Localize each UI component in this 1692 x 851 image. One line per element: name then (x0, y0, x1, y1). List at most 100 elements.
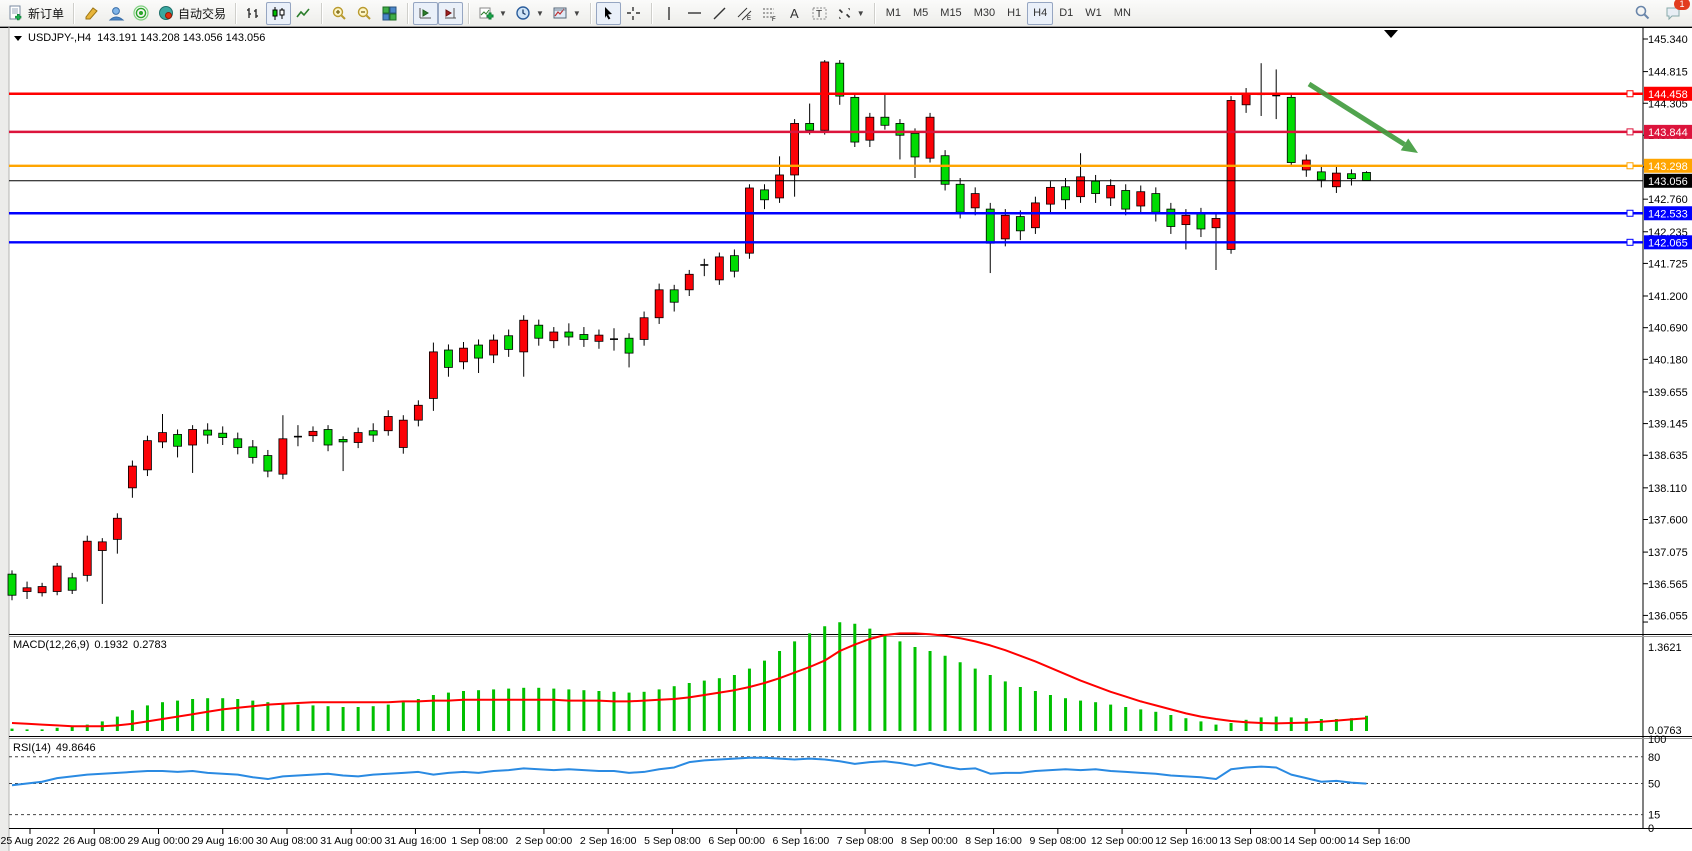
search-button[interactable] (1630, 1, 1655, 24)
chevron-down-icon[interactable] (14, 35, 22, 41)
svg-text:29 Aug 00:00: 29 Aug 00:00 (128, 835, 190, 847)
candle (880, 94, 890, 130)
svg-text:0: 0 (1648, 823, 1654, 835)
candle (323, 425, 333, 452)
svg-text:2 Sep 16:00: 2 Sep 16:00 (580, 835, 637, 847)
timeframe-h1-button[interactable]: H1 (1001, 2, 1027, 25)
zoom-out-button[interactable] (352, 2, 377, 25)
zoom-in-button[interactable] (327, 2, 352, 25)
timeframe-mn-button[interactable]: MN (1108, 2, 1137, 25)
candle (158, 413, 167, 449)
timeframe-m30-button[interactable]: M30 (968, 2, 1001, 25)
timeframe-d1-button[interactable]: D1 (1053, 2, 1079, 25)
arrows-button[interactable]: ▼ (832, 2, 869, 25)
horizontal-line[interactable]: 142.533 (9, 206, 1692, 221)
crosshair-button[interactable] (621, 2, 646, 25)
svg-text:8 Sep 00:00: 8 Sep 00:00 (901, 835, 958, 847)
periods-button[interactable]: ▼ (511, 2, 548, 25)
candle (368, 423, 378, 442)
vline-icon (668, 6, 670, 20)
svg-text:5 Sep 08:00: 5 Sep 08:00 (644, 835, 701, 847)
candle (112, 513, 122, 554)
horizontal-line[interactable]: 144.458 (9, 86, 1692, 101)
candle (684, 269, 694, 297)
candle (534, 319, 544, 346)
notification-badge: 1 (1674, 0, 1690, 10)
candle (594, 329, 604, 349)
timeframe-m1-button[interactable]: M1 (880, 2, 907, 25)
dropdown-caret-icon: ▼ (572, 8, 581, 18)
candle (970, 187, 980, 216)
symbol-ohlc-header[interactable]: USDJPY-,H4 143.191 143.208 143.056 143.0… (14, 32, 265, 44)
svg-text:9 Sep 08:00: 9 Sep 08:00 (1030, 835, 1087, 847)
dropdown-caret-icon: ▼ (856, 8, 865, 18)
fibonacci-button[interactable]: F (757, 2, 782, 25)
vertical-line-button[interactable] (657, 2, 682, 25)
svg-text:8 Sep 16:00: 8 Sep 16:00 (965, 835, 1022, 847)
svg-text:139.655: 139.655 (1648, 387, 1688, 399)
candle (37, 582, 47, 597)
candle (82, 535, 92, 582)
candle (338, 436, 348, 472)
market-watch-button[interactable] (104, 2, 129, 25)
price-axis[interactable]: 145.340144.815144.305143.790143.280142.7… (1643, 34, 1688, 622)
horizontal-line[interactable]: 143.298 (9, 158, 1692, 173)
crosshair-icon (626, 6, 640, 20)
toolbar-separator (321, 2, 323, 24)
candle (805, 103, 815, 135)
timeframe-h4-button[interactable]: H4 (1027, 1, 1054, 25)
time-axis[interactable]: 25 Aug 2022 26 Aug 08:00 29 Aug 00:00 29 Au… (1, 829, 1411, 847)
bar-chart-icon (247, 7, 259, 18)
chart-shift-button[interactable] (438, 1, 464, 25)
indicators-button[interactable]: ▼ (474, 2, 511, 25)
trend-arrow-annotation[interactable] (1307, 81, 1418, 153)
rsi-pane: 100 80 50 150 (9, 734, 1666, 835)
signals-button[interactable] (129, 2, 154, 25)
candle (669, 284, 679, 312)
text-label-button[interactable]: T (807, 2, 832, 25)
trendline-button[interactable] (707, 2, 732, 25)
auto-scroll-button[interactable] (413, 1, 439, 25)
horizontal-line[interactable]: 142.065 (9, 235, 1692, 250)
notifications-button[interactable]: 1 (1661, 0, 1690, 24)
line-chart-button[interactable] (291, 2, 316, 25)
channel-icon: E (737, 7, 752, 22)
candlestick-button[interactable] (266, 1, 292, 25)
svg-text:141.200: 141.200 (1648, 291, 1688, 303)
templates-button[interactable]: ▼ (548, 2, 585, 25)
metaeditor-button[interactable] (79, 2, 104, 25)
candle (1121, 184, 1131, 216)
autotrading-button[interactable]: 自动交易 (154, 2, 230, 25)
horizontal-lines-layer: 144.458 143.844 143.298 142.533 142.065 143.0… (9, 86, 1692, 250)
indicator-add-icon (479, 7, 494, 19)
candle (248, 440, 258, 464)
timeframe-w1-button[interactable]: W1 (1079, 2, 1108, 25)
candle (218, 426, 228, 446)
candle (353, 427, 363, 449)
candle (428, 342, 438, 411)
arrows-icon (838, 7, 850, 19)
bar-chart-button[interactable] (241, 2, 266, 25)
macd-signal-value: 0.2783 (133, 639, 167, 651)
new-order-button[interactable]: 新订单 (4, 2, 68, 25)
candle (398, 415, 408, 454)
timeframe-m5-button[interactable]: M5 (907, 2, 934, 25)
toolbar-separator (407, 2, 409, 24)
horizontal-line[interactable]: 143.844 (9, 124, 1692, 139)
autotrade-icon (159, 5, 174, 20)
timeframe-m15-button[interactable]: M15 (934, 2, 967, 25)
svg-text:145.340: 145.340 (1648, 34, 1688, 46)
channel-button[interactable]: E (732, 2, 757, 25)
macd-main-value: 0.1932 (94, 639, 129, 651)
horizontal-line-button[interactable] (682, 2, 707, 25)
svg-text:E: E (747, 16, 751, 22)
svg-text:143.844: 143.844 (1648, 127, 1688, 139)
svg-text:136.055: 136.055 (1648, 610, 1688, 622)
candle (850, 93, 860, 148)
candle (444, 344, 453, 377)
tile-windows-button[interactable] (377, 2, 402, 25)
text-button[interactable]: A (782, 2, 807, 25)
svg-text:100: 100 (1648, 734, 1666, 746)
cursor-button[interactable] (595, 1, 621, 25)
